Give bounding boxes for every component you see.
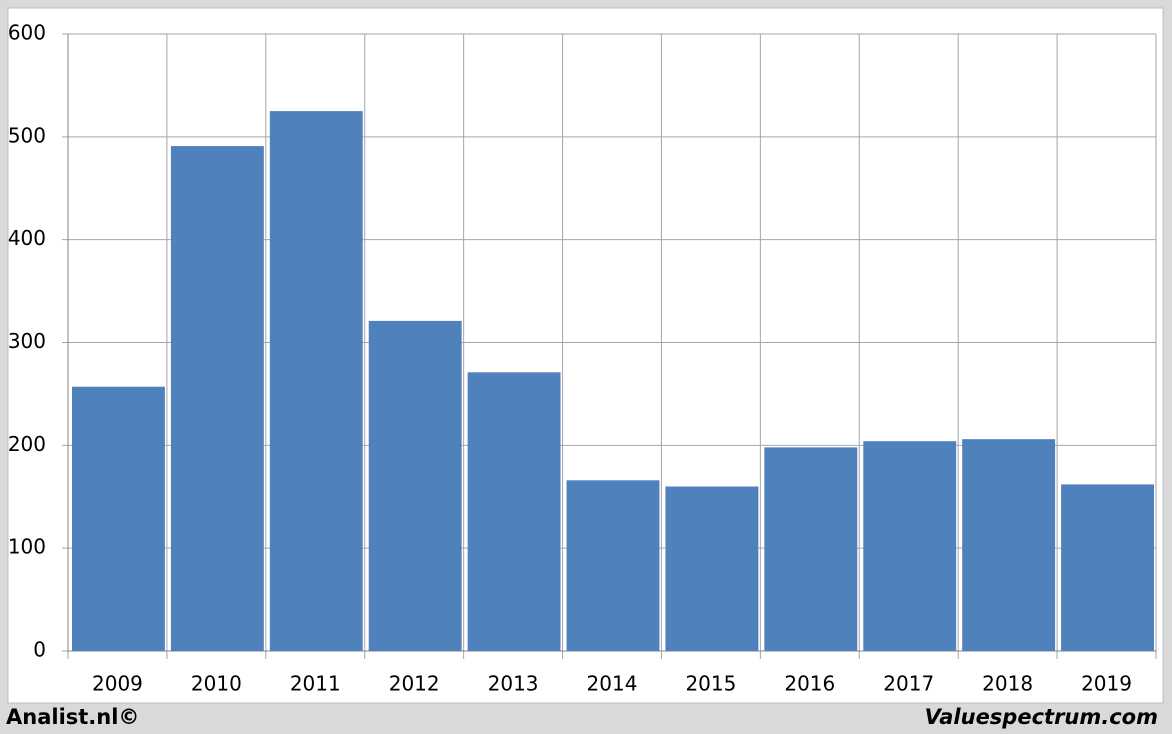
- footer-right: Valuespectrum.com: [925, 705, 1158, 729]
- y-tick-label: 400: [8, 226, 46, 250]
- y-tick-label: 600: [8, 21, 46, 45]
- x-tick-label: 2012: [389, 672, 440, 696]
- x-tick-label: 2019: [1081, 672, 1132, 696]
- y-tick-label: 0: [33, 638, 46, 662]
- bar: [566, 480, 660, 651]
- x-tick-label: 2011: [290, 672, 341, 696]
- x-tick-label: 2010: [191, 672, 242, 696]
- y-tick-label: 200: [8, 432, 46, 456]
- bar: [764, 447, 858, 651]
- x-tick-label: 2014: [587, 672, 638, 696]
- bar: [665, 486, 759, 651]
- y-tick-label: 300: [8, 329, 46, 353]
- x-tick-label: 2015: [685, 672, 736, 696]
- x-tick-label: 2013: [488, 672, 539, 696]
- x-tick-label: 2018: [982, 672, 1033, 696]
- footer-left: Analist.nl©: [6, 705, 139, 729]
- bar: [368, 320, 462, 651]
- x-tick-label: 2009: [92, 672, 143, 696]
- bar: [863, 441, 957, 651]
- x-tick-label: 2017: [883, 672, 934, 696]
- bar: [467, 372, 561, 651]
- bar: [170, 146, 264, 652]
- bar: [962, 439, 1056, 651]
- bar: [72, 386, 165, 651]
- bar: [269, 111, 363, 651]
- x-tick-label: 2016: [784, 672, 835, 696]
- y-tick-label: 100: [8, 535, 46, 559]
- y-tick-label: 500: [8, 123, 46, 147]
- bar: [1061, 484, 1154, 651]
